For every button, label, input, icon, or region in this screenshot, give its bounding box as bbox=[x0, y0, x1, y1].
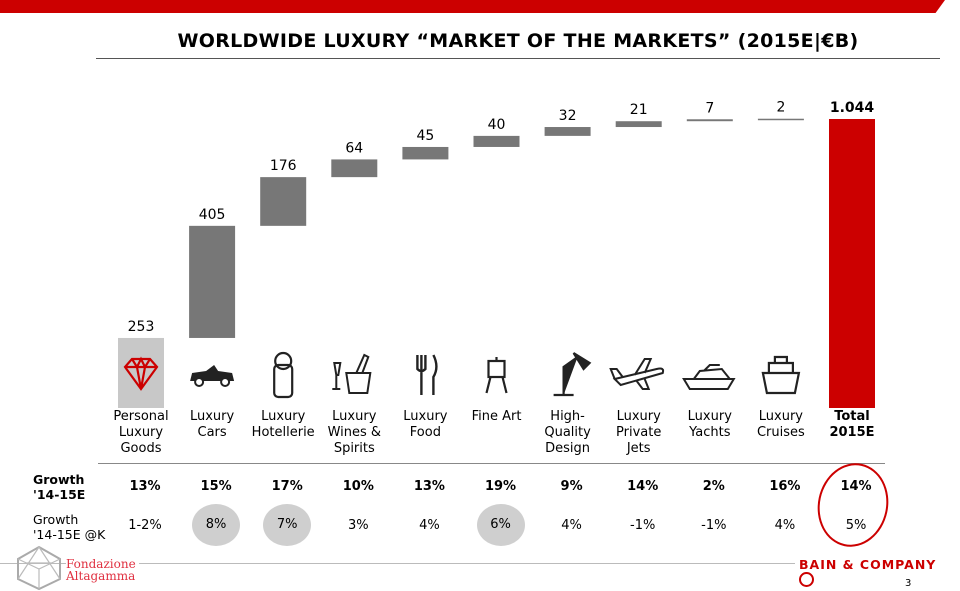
growth-value: 13% bbox=[413, 479, 445, 494]
value-label-0: 253 bbox=[128, 319, 155, 335]
value-label-4: 45 bbox=[416, 128, 434, 144]
value-label-5: 40 bbox=[488, 117, 506, 133]
growth-value: 13% bbox=[129, 479, 161, 494]
growth-k-value: 7% bbox=[263, 504, 312, 546]
growth-value: 14% bbox=[840, 479, 872, 494]
bar-0 bbox=[118, 337, 164, 408]
bain-logo: BAIN & COMPANY bbox=[795, 557, 960, 588]
page-title: WORLDWIDE LUXURY “MARKET OF THE MARKETS”… bbox=[177, 30, 859, 52]
category-label-6: High-Quality Design bbox=[544, 409, 591, 456]
bar-5 bbox=[473, 135, 520, 147]
value-label-2: 176 bbox=[270, 158, 297, 174]
footer-divider bbox=[0, 563, 960, 564]
bar-1 bbox=[189, 225, 236, 338]
category-label-1: Luxury Cars bbox=[189, 409, 235, 440]
value-label-1: 405 bbox=[199, 207, 226, 223]
category-label-0: Personal Luxury Goods bbox=[113, 409, 169, 456]
growth-value: 16% bbox=[769, 479, 801, 494]
bar-6 bbox=[544, 127, 591, 136]
door-hanger-icon bbox=[273, 351, 294, 399]
growth-row-label: Growth '14-15E bbox=[33, 472, 86, 502]
top-accent-bar bbox=[0, 0, 945, 13]
desk-lamp-icon bbox=[553, 352, 592, 397]
bar-9 bbox=[757, 118, 804, 121]
category-label-7: Luxury Private Jets bbox=[616, 409, 662, 456]
value-label-10: 1.044 bbox=[830, 100, 875, 116]
bar-4 bbox=[402, 146, 449, 160]
growth-value: 9% bbox=[560, 479, 583, 494]
value-label-9: 2 bbox=[776, 100, 785, 116]
growth-value: 19% bbox=[484, 479, 517, 494]
growth-k-value: 3% bbox=[347, 518, 369, 533]
value-label-3: 64 bbox=[345, 140, 363, 156]
growth-k-value: 4% bbox=[561, 518, 582, 533]
growth-k-value: -1% bbox=[701, 518, 727, 533]
growth-k-value: 6% bbox=[476, 504, 525, 546]
table-divider bbox=[98, 463, 885, 464]
car-icon bbox=[190, 365, 235, 387]
category-label-5: Fine Art bbox=[471, 409, 522, 424]
bar-2 bbox=[260, 177, 307, 226]
growth-k-value: 4% bbox=[419, 518, 440, 533]
easel-icon bbox=[485, 357, 508, 394]
cruise-ship-icon bbox=[761, 355, 801, 395]
growth-k-value: 4% bbox=[774, 518, 796, 533]
bar-8 bbox=[686, 119, 733, 122]
value-label-8: 7 bbox=[705, 100, 714, 116]
waterfall-chart: 253 405 176 64 45 40 32 21 7 2 1.044 bbox=[118, 100, 875, 408]
title-divider bbox=[96, 58, 940, 59]
category-label-8: Luxury Yachts bbox=[687, 409, 732, 440]
value-label-7: 21 bbox=[630, 102, 648, 118]
growth-value: 14% bbox=[627, 479, 659, 494]
page-number: 3 bbox=[905, 578, 912, 589]
growth-value: 10% bbox=[342, 479, 374, 494]
category-label-10: Total 2015E bbox=[829, 409, 875, 440]
category-label-2: Luxury Hotellerie bbox=[251, 409, 315, 440]
bar-3 bbox=[331, 159, 378, 178]
altagamma-logo-icon bbox=[17, 545, 61, 591]
wine-bucket-icon bbox=[332, 353, 372, 394]
yacht-icon bbox=[682, 364, 736, 390]
growth-k-row-label: Growth '14-15E @K bbox=[33, 512, 106, 542]
bar-10 bbox=[829, 119, 875, 408]
airplane-icon bbox=[609, 358, 665, 390]
category-label-3: Luxury Wines & Spirits bbox=[327, 409, 382, 456]
growth-k-value: 1-2% bbox=[128, 518, 162, 533]
growth-k-value: 8% bbox=[192, 504, 241, 546]
growth-k-value: -1% bbox=[630, 518, 656, 533]
growth-k-value: 5% bbox=[845, 518, 867, 533]
bar-7 bbox=[615, 121, 662, 128]
category-label-9: Luxury Cruises bbox=[756, 409, 805, 440]
growth-value: 17% bbox=[271, 479, 303, 494]
value-label-6: 32 bbox=[559, 108, 577, 124]
category-label-4: Luxury Food bbox=[403, 409, 448, 440]
growth-value: 2% bbox=[702, 479, 725, 494]
growth-value: 15% bbox=[200, 479, 232, 494]
fork-knife-icon bbox=[416, 354, 438, 395]
diamond-icon bbox=[123, 356, 159, 391]
altagamma-logo-text: Fondazione Altagamma bbox=[66, 558, 139, 582]
